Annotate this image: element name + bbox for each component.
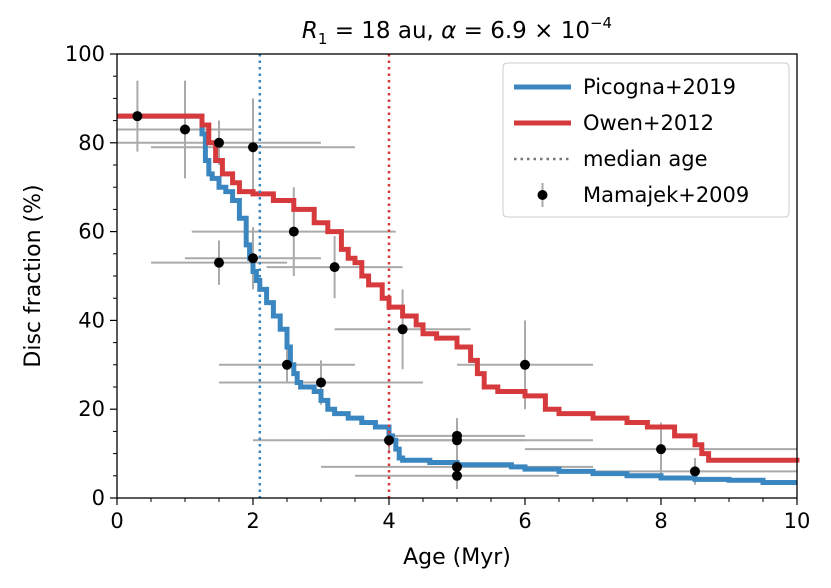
x-axis-title: Age (Myr) <box>403 545 511 570</box>
data-point <box>180 124 190 135</box>
chart-title: R1 = 18 au, α = 6.9 × 10−4 <box>302 14 612 48</box>
x-tick-label: 4 <box>382 509 395 533</box>
legend-label-mamajek-2009: Mamajek+2009 <box>583 183 749 207</box>
data-point <box>656 444 666 455</box>
data-point <box>452 435 462 446</box>
legend-label-owen-2012: Owen+2012 <box>583 111 714 135</box>
data-point <box>248 142 258 153</box>
data-point <box>288 226 299 237</box>
legend: Picogna+2019 Owen+2012 median age Mamajek+2… <box>502 62 790 218</box>
x-tick-label: 2 <box>246 509 259 533</box>
y-tick-label: 0 <box>92 486 105 510</box>
data-points-layer <box>132 111 700 481</box>
legend-label-picogna-2019: Picogna+2019 <box>583 75 736 99</box>
data-point <box>452 470 462 481</box>
y-tick-label: 20 <box>78 397 105 421</box>
data-point <box>214 257 224 268</box>
data-point <box>248 253 258 264</box>
data-point <box>132 111 143 122</box>
data-point <box>282 359 292 370</box>
data-point <box>397 324 408 335</box>
median-lines-layer <box>258 54 391 498</box>
data-point <box>316 377 326 388</box>
data-point <box>520 359 530 370</box>
legend-swatch-point <box>537 190 548 200</box>
series-line-picogna-2019 <box>117 113 797 485</box>
legend-label-median-age: median age <box>583 147 708 171</box>
data-point <box>329 262 340 273</box>
series-lines-layer <box>117 113 800 485</box>
legend-box <box>502 62 790 218</box>
x-tick-label: 8 <box>654 509 667 533</box>
y-tick-label: 80 <box>78 131 105 155</box>
data-point <box>452 461 462 472</box>
y-tick-label: 100 <box>65 42 105 66</box>
data-point <box>214 137 224 148</box>
x-tick-label: 10 <box>784 509 811 533</box>
y-tick-label: 40 <box>78 308 105 332</box>
series-line-owen-2012 <box>117 113 800 463</box>
x-tick-label: 6 <box>518 509 531 533</box>
y-tick-label: 60 <box>78 220 105 244</box>
x-tick-label: 0 <box>110 509 123 533</box>
data-point <box>384 435 394 446</box>
y-axis-title: Disc fraction (%) <box>21 184 46 367</box>
data-point <box>690 466 700 477</box>
